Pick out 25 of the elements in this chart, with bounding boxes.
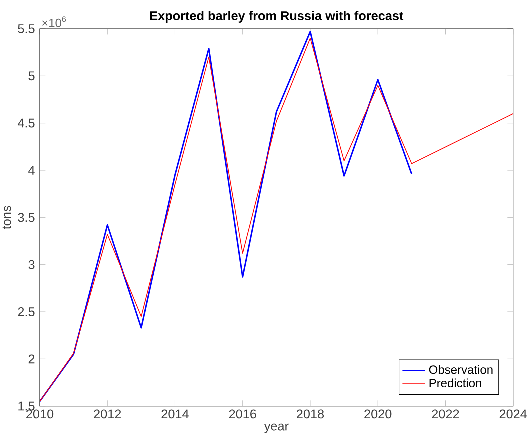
line-series [40,38,514,402]
y-axis-title: tons [2,206,12,230]
line-series [40,31,413,402]
y-tick-label: 2.5 [18,308,35,316]
text: ×10$^{6}$ [42,16,66,28]
x-tick-label: 2020 [364,410,392,419]
y-tick-label: 5 [28,72,35,81]
y-tick-label: 3.5 [18,213,35,222]
x-tick-label: 2018 [297,410,324,419]
y-tick-label: 1.5 [18,402,35,411]
x-tick-label: 2010 [26,410,54,419]
x-tick-label: 2016 [229,410,256,419]
y-tick-label: 2 [28,354,35,364]
x-tick-label: 2024 [500,410,527,419]
legend-label: Observation [429,365,493,374]
x-tick-label: 2012 [94,410,122,419]
y-tick-label: 3 [28,260,35,270]
y-tick-label: 4 [28,166,35,175]
x-tick-label: 2014 [162,410,189,419]
y-tick-label: 5.5 [18,24,35,34]
y-tick-label: 4.5 [18,118,35,128]
chart-title: Exported barley from Russia with forecast [150,11,404,23]
x-tick-label: 2022 [432,410,460,419]
legend-label: Prediction [430,378,482,388]
x-axis-title: year [264,424,289,434]
